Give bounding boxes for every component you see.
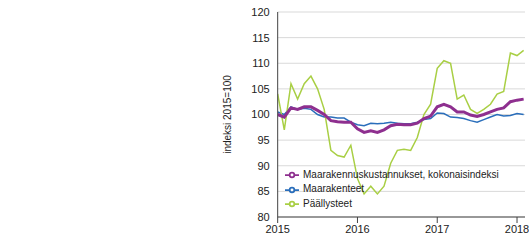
svg-text:2018: 2018 [505, 223, 521, 235]
html-text:Päällysteet: Päällysteet [303, 197, 352, 209]
svg-text:105: 105 [251, 83, 269, 95]
svg-text:95: 95 [257, 134, 269, 146]
svg-text:120: 120 [251, 6, 269, 18]
svg-text:2015: 2015 [265, 223, 289, 235]
svg-text:100: 100 [251, 108, 269, 120]
html-text:Maarakenteet: Maarakenteet [303, 183, 365, 195]
svg-text:115: 115 [252, 32, 270, 44]
svg-text:90: 90 [257, 160, 269, 172]
svg-text:indeksi 2015=100: indeksi 2015=100 [222, 75, 233, 154]
svg-text:110: 110 [252, 57, 270, 69]
svg-text:2017: 2017 [425, 223, 449, 235]
html-text:Maarakennuskustannukset, kokon: Maarakennuskustannukset, kokonaisindeksi [303, 169, 499, 180]
svg-text:80: 80 [257, 211, 269, 223]
svg-text:2016: 2016 [345, 223, 369, 235]
svg-text:85: 85 [257, 185, 269, 197]
